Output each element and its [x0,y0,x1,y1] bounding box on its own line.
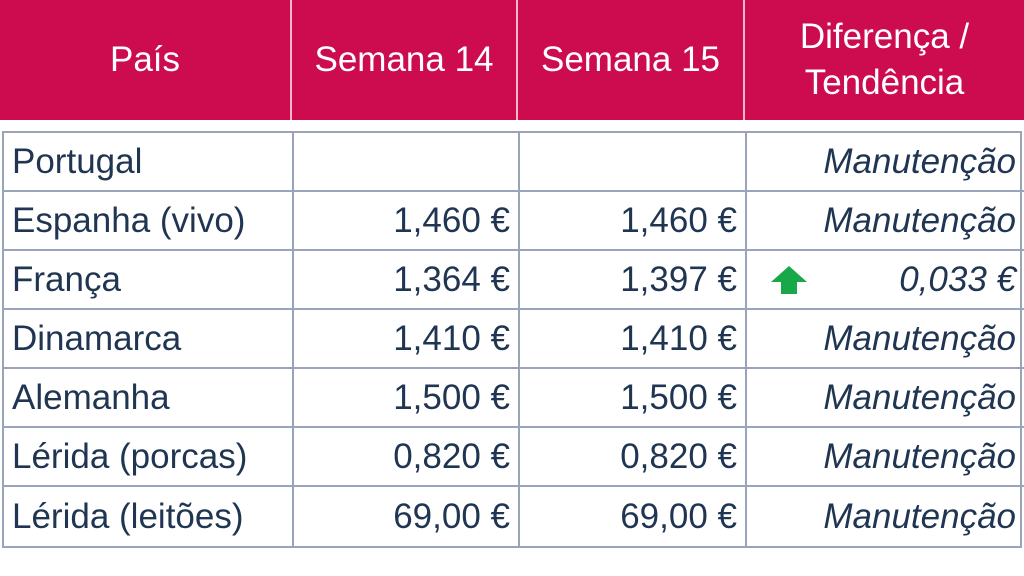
header-difference-line1: Diferença / [799,17,970,56]
cell-week15: 1,460 € [520,192,747,251]
header-difference-line2: Tendência [804,63,965,102]
cell-week14: 1,460 € [294,192,520,251]
header-week15: Semana 15 [518,0,745,120]
cell-week15: 1,410 € [520,310,747,369]
header-week14-label: Semana 14 [314,40,494,79]
cell-week15: 1,397 € [520,251,747,310]
cell-week14: 1,410 € [294,310,520,369]
header-week15-label: Semana 15 [540,40,721,79]
cell-trend: Manutenção [747,192,1024,251]
cell-country: Espanha (vivo) [4,192,294,251]
header-difference: Diferença / Tendência [745,0,1024,120]
cell-trend: Manutenção [747,133,1024,192]
cell-week14: 69,00 € [294,487,520,546]
cell-week14: 0,820 € [294,428,520,487]
cell-country: Portugal [4,133,294,192]
cell-country: Lérida (leitões) [4,487,294,546]
price-table: Portugal Manutenção Espanha (vivo) 1,460… [2,131,1024,548]
cell-week15: 0,820 € [520,428,747,487]
cell-week14: 1,364 € [294,251,520,310]
cell-week14 [294,133,520,192]
cell-country: Alemanha [4,369,294,428]
cell-week15: 1,500 € [520,369,747,428]
cell-trend: Manutenção [747,310,1024,369]
header-country-label: País [109,40,181,79]
table-header: País Semana 14 Semana 15 Diferença / Ten… [0,0,1024,120]
cell-trend: 0,033 € [747,251,1024,310]
cell-week15: 69,00 € [520,487,747,546]
trend-value: 0,033 € [899,259,1016,299]
cell-week15 [520,133,747,192]
cell-trend: Manutenção [823,496,1016,536]
cell-country: Lérida (porcas) [4,428,294,487]
header-country: País [0,0,292,120]
cell-trend: Manutenção [747,369,1024,428]
header-week14: Semana 14 [292,0,518,120]
cell-trend: Manutenção [747,428,1024,487]
cell-week14: 1,500 € [294,369,520,428]
up-arrow-icon [771,265,807,294]
cell-country: França [4,251,294,310]
cell-country: Dinamarca [4,310,294,369]
